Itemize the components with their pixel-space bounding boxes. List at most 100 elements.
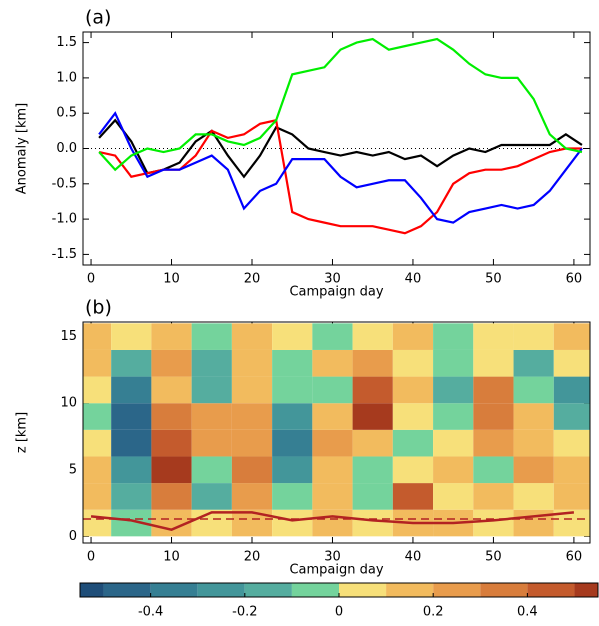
field-cell: [272, 349, 313, 377]
field-cell: [553, 323, 590, 350]
y-tick-label: 0.0: [56, 141, 77, 156]
field-cell: [352, 349, 393, 377]
field-cell: [111, 323, 152, 350]
field-cell: [433, 349, 474, 377]
field-cell: [191, 509, 232, 537]
field-cell: [312, 403, 353, 430]
field-cell: [553, 429, 590, 457]
y-tick-label: -1.5: [52, 247, 77, 262]
y-axis-label: Anomaly [km]: [15, 103, 30, 195]
field-cell: [352, 429, 393, 457]
field-cell: [352, 509, 393, 537]
x-axis-label: Campaign day: [289, 563, 383, 578]
field-cell: [272, 429, 313, 457]
field-cell: [151, 376, 192, 404]
colorbar-bin: [291, 583, 339, 597]
field-cell: [352, 403, 393, 430]
field-cell: [312, 509, 353, 537]
field-cell: [191, 403, 232, 430]
colorbar-bin: [80, 583, 104, 597]
colorbar-bin: [386, 583, 434, 597]
colorbar-bin: [527, 583, 575, 597]
field-cell: [352, 483, 393, 510]
x-tick-label: 50: [485, 272, 502, 287]
x-tick-label: 50: [485, 550, 502, 565]
colorbar-tick-label: 0: [335, 605, 343, 620]
y-axis-label: z [km]: [15, 412, 30, 453]
field-cell: [513, 403, 554, 430]
field-cell: [191, 323, 232, 350]
field-cell: [312, 483, 353, 510]
field-cell: [553, 456, 590, 484]
y-tick-label: 0: [69, 529, 77, 544]
field-cell: [513, 483, 554, 510]
field-cell: [231, 403, 273, 430]
field-cell: [392, 376, 434, 404]
x-tick-label: 10: [163, 272, 180, 287]
field-cell: [553, 349, 590, 377]
plot-frame: [82, 31, 591, 266]
y-tick-label: -1.0: [52, 212, 77, 227]
field-cell: [151, 349, 192, 377]
x-tick-label: 30: [324, 272, 341, 287]
field-cell: [473, 509, 514, 537]
field-cell: [231, 483, 273, 510]
x-tick-label: 10: [163, 550, 180, 565]
colorbar-bin: [480, 583, 528, 597]
field-cell: [151, 403, 192, 430]
field-cell: [553, 403, 590, 430]
field-cell: [513, 323, 554, 350]
field-cell: [312, 429, 353, 457]
y-tick-label: 0.5: [56, 106, 77, 121]
field: [83, 323, 590, 537]
field-cell: [312, 323, 353, 350]
height-line: [90, 511, 575, 531]
field-cell: [111, 349, 152, 377]
field-cell: [433, 376, 474, 404]
field-cell: [312, 376, 353, 404]
field-cell: [392, 349, 434, 377]
x-tick-label: 20: [244, 272, 261, 287]
field-cell: [191, 376, 232, 404]
field-cell: [433, 323, 474, 350]
field-cell: [111, 403, 152, 430]
field-cell: [473, 403, 514, 430]
field-cell: [513, 376, 554, 404]
field-cell: [312, 456, 353, 484]
field-cell: [83, 349, 112, 377]
field-cell: [513, 349, 554, 377]
field-cell: [352, 456, 393, 484]
field-cell: [83, 509, 112, 537]
field-cell: [111, 456, 152, 484]
panel-label: (b): [85, 297, 112, 319]
field-cell: [83, 429, 112, 457]
field-cell: [272, 376, 313, 404]
y-tick-label: 10: [60, 396, 77, 411]
field-cell: [392, 323, 434, 350]
colorbar-bin: [103, 583, 151, 597]
field-cell: [473, 456, 514, 484]
field-cell: [513, 509, 554, 537]
field-cell: [191, 349, 232, 377]
field-cell: [392, 429, 434, 457]
field-cell: [151, 483, 192, 510]
field-cell: [83, 403, 112, 430]
y-tick-label: 1.5: [56, 35, 77, 50]
field-cell: [392, 403, 434, 430]
field-cell: [352, 323, 393, 350]
field-cell: [191, 483, 232, 510]
field-cell: [433, 403, 474, 430]
field-cell: [83, 456, 112, 484]
field-cell: [151, 323, 192, 350]
y-tick-label: 1.0: [56, 70, 77, 85]
field-cell: [191, 429, 232, 457]
field-cell: [272, 403, 313, 430]
field-cell: [392, 456, 434, 484]
field-cell: [473, 429, 514, 457]
series-line: [98, 118, 583, 179]
y-tick-label: -0.5: [52, 176, 77, 191]
x-tick-label: 0: [87, 550, 95, 565]
field-cell: [111, 483, 152, 510]
field-cell: [553, 483, 590, 510]
field-cell: [83, 323, 112, 350]
